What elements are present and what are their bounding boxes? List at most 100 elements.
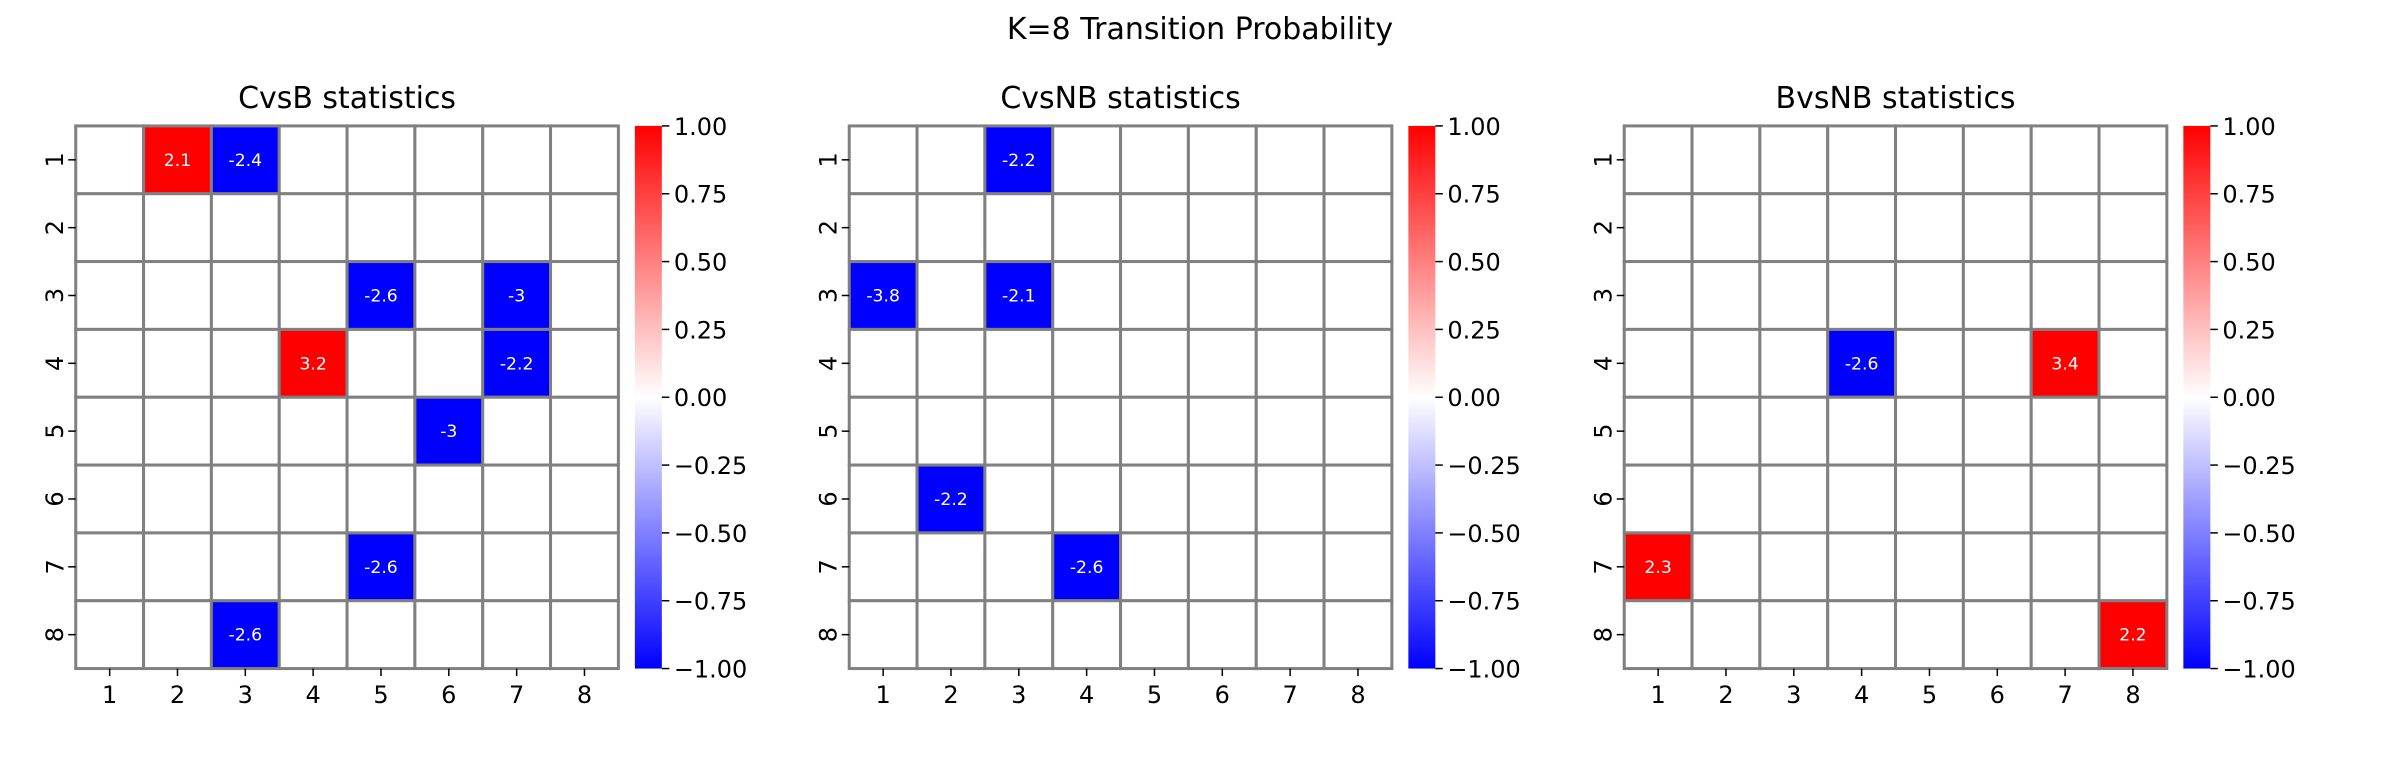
heatmap-cell	[74, 260, 146, 331]
heatmap-cell	[413, 599, 485, 671]
colorbar-tick-label: −0.25	[2222, 452, 2295, 480]
heatmap-cell	[1622, 463, 1694, 535]
colorbar-tick-label: −0.50	[2222, 520, 2295, 548]
heatmap-cell	[345, 531, 417, 603]
heatmap-cell	[481, 599, 553, 671]
heatmap-cell	[915, 531, 987, 603]
heatmap-cell	[915, 260, 987, 331]
heatmap-cell	[1826, 192, 1898, 264]
heatmap-cell	[1254, 463, 1326, 535]
heatmap-cell	[1758, 260, 1830, 331]
heatmap-cell	[209, 531, 281, 603]
heatmap-cell	[277, 192, 349, 264]
x-tick-label: 6	[1990, 681, 2005, 709]
heatmap-cell	[1826, 531, 1898, 603]
heatmap-cell	[1186, 531, 1258, 603]
figure-title: K=8 Transition Probability	[1007, 12, 1393, 47]
heatmap-cell	[1758, 463, 1830, 535]
y-tick-label: 2	[1590, 220, 1618, 235]
heatmap-cell	[1254, 124, 1326, 196]
heatmap-cell	[1119, 192, 1190, 264]
heatmap-panel-2: CvsNB statistics -2.2 -3.8 -2.1 -2.2 -2.6 1 2 3 4…	[815, 81, 1521, 709]
heatmap-cell	[74, 124, 146, 196]
cell-value-label: 3.2	[299, 354, 326, 374]
heatmap-cell	[209, 192, 281, 264]
heatmap-cell	[1894, 395, 1965, 467]
colorbar-tick-label: 1.00	[1447, 113, 1500, 141]
x-tick-label: 1	[876, 681, 891, 709]
x-tick-label: 1	[102, 681, 117, 709]
heatmap-cell	[345, 124, 417, 196]
x-tick-label: 8	[1350, 681, 1365, 709]
heatmap-cell	[1894, 327, 1965, 399]
y-tick-label: 8	[815, 627, 843, 642]
colorbar-tick-label: −0.50	[1447, 520, 1520, 548]
heatmap-cell	[2097, 327, 2169, 399]
x-tick-label: 7	[509, 681, 524, 709]
heatmap-cell	[1186, 192, 1258, 264]
cell-value-label: -2.4	[229, 151, 263, 171]
heatmap-cell	[1254, 260, 1326, 331]
x-tick-label: 5	[373, 681, 388, 709]
heatmap-cell	[983, 599, 1055, 671]
cell-value-label: -3	[440, 422, 457, 442]
colorbar-tick-label: 0.50	[674, 249, 727, 277]
colorbar-tick-label: 0.25	[674, 316, 727, 344]
heatmap-cell	[1758, 531, 1830, 603]
colorbar-tick-label: −1.00	[1447, 656, 1520, 684]
panel-title: CvsB statistics	[238, 81, 456, 116]
heatmap-cell	[2029, 463, 2101, 535]
heatmap-cell	[1322, 260, 1394, 331]
heatmap-cell	[1254, 531, 1326, 603]
y-tick-label: 6	[1590, 491, 1618, 506]
heatmap-cell	[549, 463, 620, 535]
heatmap-cell	[1622, 327, 1694, 399]
heatmap-cell	[345, 463, 417, 535]
heatmap-cell	[1961, 463, 2033, 535]
heatmap-cell	[277, 531, 349, 603]
heatmap-cell	[2029, 192, 2101, 264]
heatmap-cell	[983, 395, 1055, 467]
heatmap-cell	[209, 327, 281, 399]
cell-value-label: -2.1	[1002, 286, 1036, 306]
y-tick-label: 4	[41, 356, 69, 371]
colorbar-tick-label: −0.25	[1447, 452, 1520, 480]
heatmap-cell	[1186, 124, 1258, 196]
heatmap-cell	[549, 192, 620, 264]
heatmap-cell	[1119, 395, 1190, 467]
heatmap-cell	[1894, 531, 1965, 603]
cell-value-label: -2.2	[500, 354, 534, 374]
heatmap-cell	[1051, 463, 1123, 535]
x-tick-label: 3	[238, 681, 253, 709]
x-tick-label: 3	[1786, 681, 1801, 709]
x-tick-label: 1	[1651, 681, 1666, 709]
heatmap-cell	[549, 599, 620, 671]
heatmap-cell	[1622, 192, 1694, 264]
heatmap-cell	[1186, 327, 1258, 399]
colorbar-tick-label: 0.00	[1447, 384, 1500, 412]
heatmap-cell	[74, 531, 146, 603]
heatmap-cell	[345, 192, 417, 264]
y-tick-label: 6	[815, 491, 843, 506]
heatmap-cell	[1119, 327, 1190, 399]
heatmap-cell	[549, 395, 620, 467]
colorbar-tick-label: 1.00	[2222, 113, 2275, 141]
cell-value-label: -2.6	[364, 286, 398, 306]
heatmap-cell	[1186, 463, 1258, 535]
heatmap-cell	[1826, 124, 1898, 196]
colorbar-tick-label: −0.75	[1447, 588, 1520, 616]
colorbar-tick-label: 0.00	[674, 384, 727, 412]
x-tick-label: 7	[1283, 681, 1298, 709]
heatmap-cell	[1961, 260, 2033, 331]
heatmap-cell	[1322, 327, 1394, 399]
cell-value-label: 2.3	[1644, 558, 1671, 578]
heatmap-cell	[847, 327, 919, 399]
x-tick-label: 2	[943, 681, 958, 709]
heatmap-cell	[277, 395, 349, 467]
heatmap-cell	[1622, 395, 1694, 467]
heatmap-panel-1: CvsB statistics 2.1 -2.4 -2.6 -3 3.2 -2.2 -3 -2.…	[41, 81, 747, 709]
heatmap-cell	[2029, 531, 2101, 603]
y-tick-label: 8	[41, 627, 69, 642]
cell-value-label: -2.6	[1845, 354, 1879, 374]
